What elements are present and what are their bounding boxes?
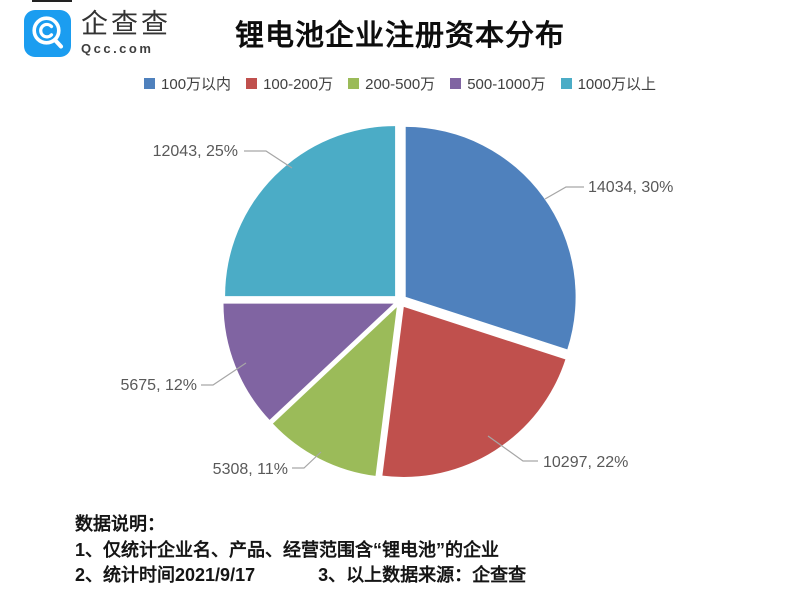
- leader-line-teal: [244, 150, 293, 169]
- pie-label-green: 5308, 11%: [213, 461, 288, 478]
- legend-swatch-4: [560, 77, 572, 89]
- leader-line-green: [292, 451, 322, 469]
- legend-label-3: 500-1000万: [467, 75, 546, 93]
- leader-line-red: [487, 435, 538, 462]
- chart-legend: 100万以内 100-200万 200-500万 500-1000万 1000万…: [0, 66, 800, 100]
- legend-label-4: 1000万以上: [577, 75, 656, 93]
- brand-text: 企查查 Qcc.com: [81, 9, 171, 57]
- legend-swatch-0: [144, 77, 156, 89]
- brand-logo: 企查查 Qcc.com: [24, 10, 171, 57]
- footnote-line1: 1、仅统计企业名、产品、经营范围含“锂电池”的企业: [75, 539, 500, 560]
- legend-swatch-3: [450, 77, 462, 89]
- pie-label-purple: 5675, 12%: [120, 377, 197, 394]
- pie-slice-1: [382, 306, 566, 477]
- footnote-line2a: 2、统计时间2021/9/17: [75, 565, 256, 586]
- brand-domain: Qcc.com: [81, 41, 154, 57]
- screenshot-crop-artifact: [32, 0, 72, 2]
- header: 企查查 Qcc.com 锂电池企业注册资本分布: [0, 0, 800, 66]
- legend-swatch-1: [246, 77, 258, 89]
- legend-label-0: 100万以内: [161, 75, 232, 93]
- legend-label-1: 100-200万: [263, 75, 334, 93]
- footnotes: 数据说明： 1、仅统计企业名、产品、经营范围含“锂电池”的企业 2、统计时间20…: [0, 500, 800, 589]
- legend-item-0: 100万以内: [144, 73, 231, 94]
- legend-item-2: 200-500万: [348, 73, 435, 94]
- leader-lines: [201, 150, 584, 469]
- leader-line-purple: [201, 362, 247, 386]
- legend-item-3: 500-1000万: [450, 73, 546, 94]
- legend-label-2: 200-500万: [365, 75, 436, 93]
- pie-slice-4: [225, 126, 396, 297]
- legend-item-1: 100-200万: [246, 73, 333, 94]
- footnote-line2: 2、统计时间2021/9/17 3、以上数据来源：企查查: [75, 563, 800, 589]
- qcc-logo-icon: [24, 10, 71, 57]
- legend-swatch-2: [348, 77, 360, 89]
- pie-slice-3: [223, 303, 394, 420]
- pie-chart: 14034, 30% 10297, 22% 5308, 11% 5675, 12…: [0, 100, 800, 500]
- pie-label-blue: 14034, 30%: [588, 179, 673, 196]
- page-title: 锂电池企业注册资本分布: [234, 20, 565, 52]
- footnote-heading: 数据说明：: [75, 514, 165, 534]
- pie-label-teal: 12043, 25%: [153, 143, 238, 160]
- pie-chart-svg: 14034, 30% 10297, 22% 5308, 11% 5675, 12…: [120, 126, 673, 478]
- brand-name: 企查查: [81, 9, 171, 39]
- leader-line-blue: [544, 186, 584, 200]
- pie-slice-0: [405, 126, 576, 350]
- pie-labels: 14034, 30% 10297, 22% 5308, 11% 5675, 12…: [120, 143, 673, 478]
- pie-label-red: 10297, 22%: [543, 454, 628, 471]
- legend-item-4: 1000万以上: [560, 73, 656, 94]
- pie-slices: [223, 126, 576, 477]
- footnote-line2b: 3、以上数据来源：企查查: [318, 565, 527, 586]
- pie-slice-2: [272, 307, 397, 476]
